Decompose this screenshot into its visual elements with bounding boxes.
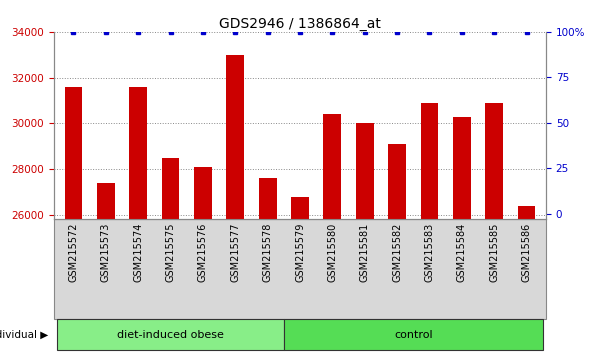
Bar	[388, 144, 406, 354]
Text: individual ▶: individual ▶	[0, 330, 48, 339]
Bar	[356, 124, 374, 354]
Bar	[161, 158, 179, 354]
Bar	[323, 114, 341, 354]
Bar	[421, 103, 439, 354]
Bar	[97, 183, 115, 354]
Text: diet-induced obese: diet-induced obese	[117, 330, 224, 339]
Bar	[259, 178, 277, 354]
Bar	[194, 167, 212, 354]
Bar	[453, 116, 471, 354]
Bar	[226, 55, 244, 354]
Bar	[485, 103, 503, 354]
Text: control: control	[394, 330, 433, 339]
Bar	[65, 87, 82, 354]
Bar	[129, 87, 147, 354]
Bar	[291, 196, 309, 354]
Bar	[518, 206, 535, 354]
Title: GDS2946 / 1386864_at: GDS2946 / 1386864_at	[219, 17, 381, 31]
